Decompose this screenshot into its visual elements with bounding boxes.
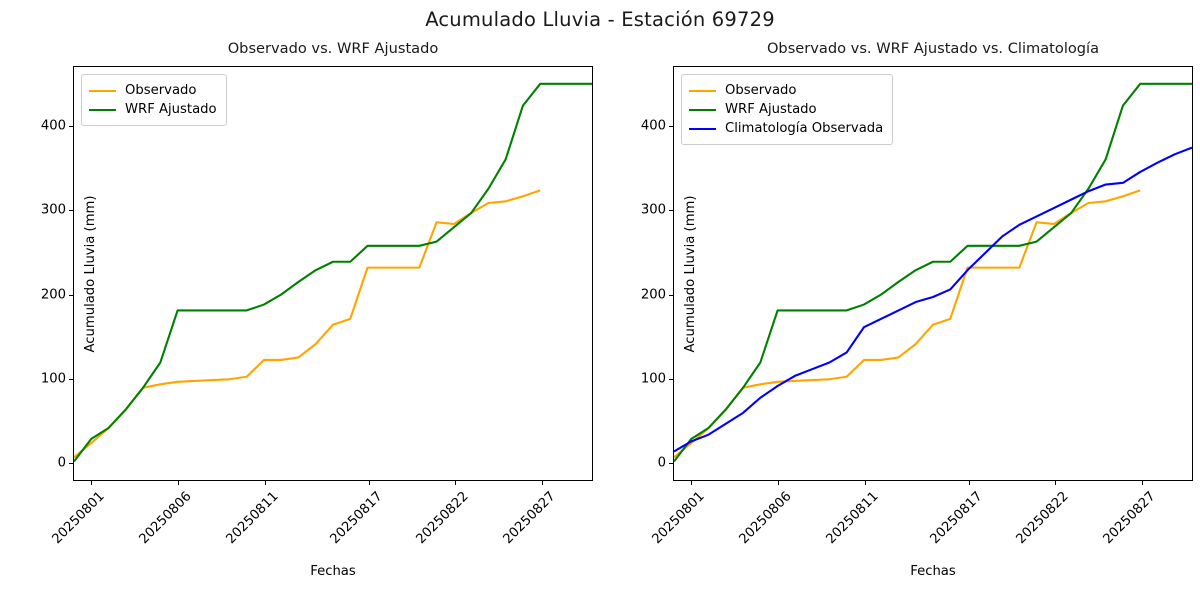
legend-item[interactable]: Observado [89,81,217,100]
x-axis-tick [1055,480,1057,485]
x-axis-tick [368,480,370,485]
x-axis-tick [178,480,179,485]
x-axis-tick [542,480,543,485]
legend-item[interactable]: Observado [689,81,883,100]
y-axis-tick [669,294,674,296]
legend-swatch-icon [689,108,716,111]
chart-left-legend: Observado WRF Ajustado [81,74,227,126]
series-line-observado [674,190,1140,457]
series-line-climatolog-a-observada [674,148,1192,452]
chart-left-title: Observado vs. WRF Ajustado [227,40,439,57]
chart-right-axes: Observado vs. WRF Ajustado vs. Climatolo… [641,40,1193,579]
series-line-wrf-ajustado [74,84,592,462]
legend-item-label: Observado [125,83,197,98]
legend-item-label: Climatología Observada [725,121,884,136]
legend-item[interactable]: WRF Ajustado [689,100,883,119]
y-axis-tick [69,210,74,212]
y-axis-tick-label: 200 [640,287,666,303]
chart-left-plot-area [74,67,592,480]
legend-item-label: WRF Ajustado [125,102,217,117]
series-line-wrf-ajustado [674,84,1192,462]
y-axis-tick [669,463,674,465]
legend-swatch-icon [689,89,716,92]
x-axis-tick [264,480,266,485]
legend-item-label: Observado [725,83,797,98]
y-axis-tick [669,126,674,128]
y-axis-tick-label: 300 [640,202,666,218]
chart-right-xlabel: Fechas [910,564,956,579]
x-axis-tick [455,480,457,485]
legend-swatch-icon [689,127,716,130]
chart-right-legend: Observado WRF Ajustado Climatología Observ… [681,74,894,145]
chart-left-axes: Observado vs. WRF Ajustado Acumulado Llu… [41,40,593,579]
y-axis-tick [669,210,674,212]
y-axis-tick-label: 100 [640,371,666,387]
chart-right-plot-area [674,67,1192,480]
legend-item[interactable]: WRF Ajustado [89,100,217,119]
y-axis-tick-label: 300 [40,202,66,218]
x-axis-tick [778,480,779,485]
x-axis-tick [691,480,693,485]
y-axis-tick-label: 0 [657,455,666,471]
series-line-observado [74,190,540,457]
legend-item[interactable]: Climatología Observada [689,119,883,138]
y-axis-tick [69,294,74,296]
x-axis-tick [968,480,970,485]
chart-left-xlabel: Fechas [310,564,356,579]
x-axis-tick [864,480,866,485]
y-axis-tick [669,379,674,381]
x-axis-tick [91,480,93,485]
legend-swatch-icon [89,108,116,111]
y-axis-tick-label: 0 [57,455,66,471]
figure-title: Acumulado Lluvia - Estación 69729 [425,8,775,31]
y-axis-tick [69,463,74,465]
legend-item-label: WRF Ajustado [725,102,817,117]
x-axis-tick [1142,480,1143,485]
y-axis-tick [69,379,74,381]
y-axis-tick-label: 100 [40,371,66,387]
chart-right-title: Observado vs. WRF Ajustado vs. Climatolo… [766,40,1100,57]
y-axis-tick-label: 400 [40,118,66,134]
y-axis-tick-label: 200 [40,287,66,303]
y-axis-tick-label: 400 [640,118,666,134]
y-axis-tick [69,126,74,128]
legend-swatch-icon [89,89,116,92]
